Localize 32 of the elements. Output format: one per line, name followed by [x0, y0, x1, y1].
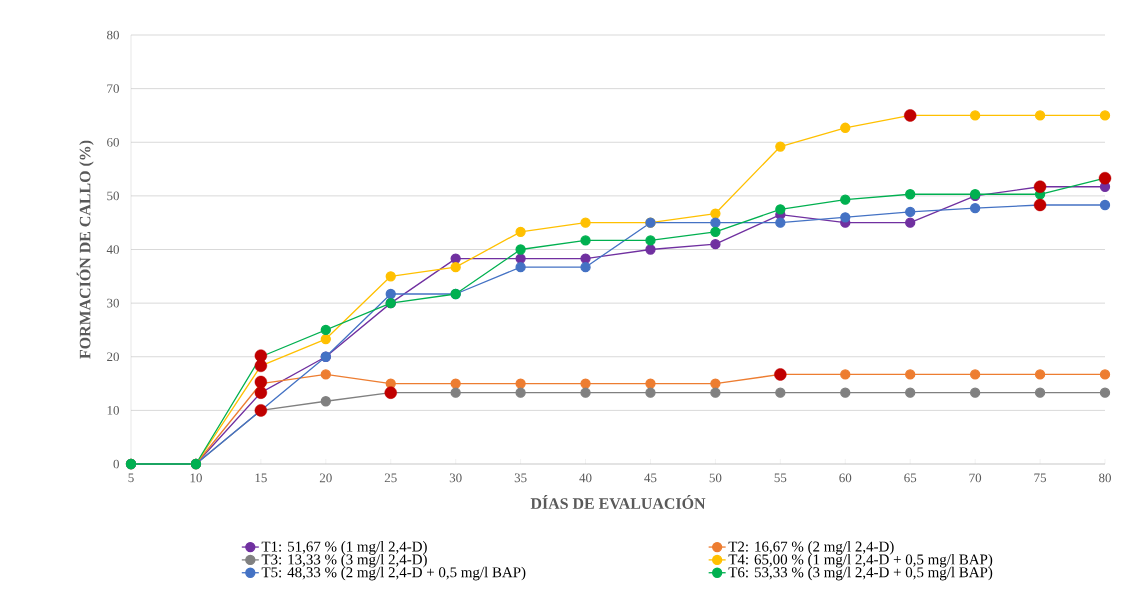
x-tick-label: 70 [969, 473, 982, 483]
legend-label: T5: 48,33 % (2 mg/l 2,4-D + 0,5 mg/l BAP) [261, 566, 526, 581]
x-axis-title: DÍAS DE EVALUACIÓN [530, 495, 706, 510]
x-tick-label: 50 [709, 473, 722, 483]
x-tick-label: 20 [319, 473, 332, 483]
x-tick-label: 80 [1099, 473, 1111, 483]
y-tick-label: 70 [107, 84, 119, 93]
x-tick-label: 45 [644, 473, 657, 483]
legend-label: T6: 53,33 % (3 mg/l 2,4-D + 0,5 mg/l BAP) [728, 566, 993, 581]
y-tick-label: 0 [113, 459, 119, 469]
y-tick-label: 30 [107, 298, 119, 308]
x-tick-label: 30 [449, 473, 462, 483]
y-tick-label: 40 [106, 245, 119, 254]
x-tick-label: 35 [514, 473, 527, 483]
x-tick-label: 15 [255, 473, 267, 483]
y-tick-label: 50 [107, 191, 119, 201]
x-tick-label: 40 [579, 473, 592, 483]
y-tick-label: 80 [107, 30, 119, 40]
y-tick-label: 60 [107, 137, 119, 147]
x-tick-label: 10 [190, 473, 202, 483]
y-tick-label: 10 [107, 406, 119, 415]
x-tick-label: 65 [904, 473, 917, 483]
legend-label: T1: 51,67 % (1 mg/l 2,4-D) [261, 541, 427, 555]
x-tick-label: 25 [384, 473, 397, 483]
x-tick-label: 75 [1034, 473, 1047, 483]
x-tick-label: 55 [774, 473, 787, 483]
x-tick-label: 60 [839, 473, 852, 483]
y-axis-title: FORMACIÓN DE CALLO (%) [76, 140, 94, 359]
legend-label: T2: 16,67 % (2 mg/l 2,4-D) [728, 541, 894, 555]
legend-label: T3: 13,33 % (3 mg/l 2,4-D) [261, 553, 427, 568]
x-tick-label: 5 [128, 473, 134, 483]
y-tick-label: 20 [107, 352, 119, 362]
